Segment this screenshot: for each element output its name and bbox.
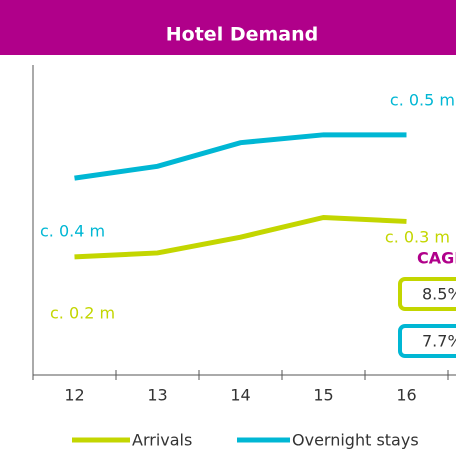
- x-tick-label: 16: [396, 386, 416, 405]
- series-line: [74, 214, 407, 260]
- title-bar: [0, 0, 456, 55]
- x-tick-label: 14: [230, 386, 250, 405]
- x-tick-label: 12: [64, 386, 84, 405]
- chart-title: Hotel Demand: [166, 24, 318, 46]
- cagr-value: 8.5%: [422, 285, 456, 304]
- cagr-box: [398, 277, 456, 311]
- cagr-box: [398, 324, 456, 358]
- cagr-value: 7.7%: [422, 332, 456, 351]
- cagr-label: CAGR: [417, 249, 456, 268]
- series-line: [74, 132, 407, 181]
- legend-label: Overnight stays: [292, 431, 419, 450]
- annotation: c. 0.5 m: [390, 91, 455, 110]
- legend-label: Arrivals: [132, 431, 192, 450]
- annotation: c. 0.2 m: [50, 304, 115, 323]
- annotation: c. 0.3 m: [385, 228, 450, 247]
- x-tick-label: 13: [147, 386, 167, 405]
- annotation: c. 0.4 m: [40, 222, 105, 241]
- x-tick-label: 15: [313, 386, 333, 405]
